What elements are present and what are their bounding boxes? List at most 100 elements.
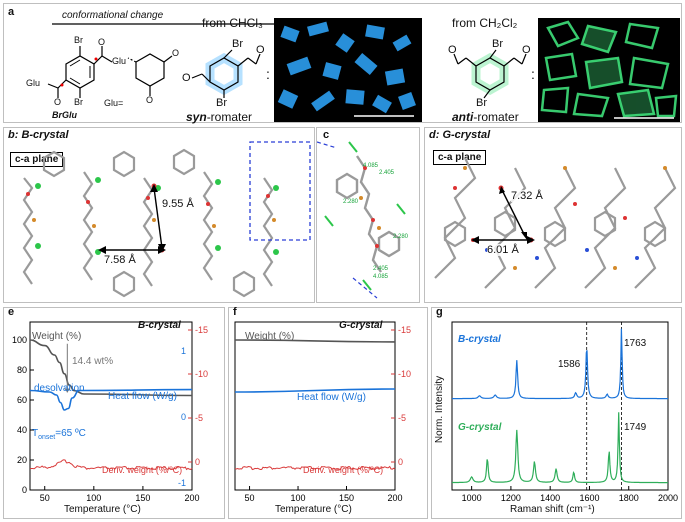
y-right-blue-tick-label: -1 — [178, 478, 186, 488]
y-left-tick-label: 60 — [17, 395, 27, 405]
plot-frame — [234, 321, 396, 491]
y-right-tick-label: 0 — [398, 457, 403, 467]
b-crystal-packing — [22, 141, 311, 298]
panel-g-ylabel: Norm. Intensity — [434, 375, 446, 444]
syn-suffix: -romater — [206, 110, 253, 124]
x-tick-label: 1200 — [501, 493, 521, 503]
panel-g-g-name: G-crystal — [458, 422, 502, 433]
panel-f-xlabel: Temperature (°C) — [275, 504, 352, 515]
syn-colon: : — [266, 66, 270, 82]
panel-g-peak-1586: 1586 — [558, 359, 581, 370]
anti-romater-label: anti-romater — [452, 110, 519, 124]
panel-f-deriv-label: Deriv. weight (%/ºC) — [303, 465, 384, 475]
weight-loss-arrowhead — [64, 388, 71, 393]
anti-o-left: O — [448, 44, 457, 56]
panel-g-peak-1749: 1749 — [624, 422, 647, 433]
x-tick-label: 1400 — [540, 493, 560, 503]
y-left-tick-label: 40 — [17, 425, 27, 435]
panel-f-heatflow-label: Heat flow (W/g) — [297, 392, 366, 403]
syn-crystal-photo — [274, 18, 422, 122]
x-tick-label: 50 — [40, 493, 50, 503]
panel-c: c 4.085 2.405 2.280 2.280 2.405 4.085 — [316, 127, 420, 303]
panel-f-weight-label: Weight (%) — [245, 331, 295, 342]
syn-molecule — [191, 49, 261, 98]
b-dist1-line — [153, 187, 163, 249]
x-tick-label: 200 — [387, 493, 402, 503]
series-g-crystal-line — [452, 412, 668, 484]
from-ch2cl2-label: from CH₂Cl₂ — [452, 16, 518, 30]
panel-a-label: a — [8, 6, 15, 18]
panel-e-deriv-label: Deriv. weight (%/ºC) — [102, 465, 183, 475]
x-tick-label: 150 — [135, 493, 150, 503]
panel-d-label: d: G-crystal — [429, 129, 491, 141]
x-tick-label: 150 — [339, 493, 354, 503]
y-right-tick-label: -15 — [398, 325, 411, 335]
panel-g-b-name: B-crystal — [458, 334, 501, 345]
panel-e-title: B-crystal — [138, 320, 181, 331]
glutarimide-ring — [135, 53, 165, 87]
y-left-tick-label: 0 — [22, 485, 27, 495]
panel-d-plane: c-a plane — [438, 152, 482, 163]
panel-g-label: g — [436, 306, 443, 318]
panel-e-onset-t: T — [32, 428, 39, 439]
anti-crystal-photo — [538, 18, 680, 122]
panel-e-onset-sub: onset — [38, 434, 56, 441]
x-tick-label: 1800 — [619, 493, 639, 503]
atom-br-top: Br — [74, 35, 83, 45]
panel-f-chart: 50 100 150 200 -15 -10 -5 0 — [234, 321, 411, 503]
series-weight-line — [234, 339, 396, 343]
series-b-crystal-line — [452, 328, 668, 400]
panel-f-title: G-crystal — [339, 320, 383, 331]
panel-c-num-5: 2.405 — [373, 266, 389, 272]
conformation-arrow-label: conformational change — [62, 10, 164, 21]
glu-definition: Glu= — [104, 98, 124, 108]
panel-e-xlabel: Temperature (°C) — [64, 504, 141, 515]
imide-o-bottom: O — [146, 95, 154, 105]
panel-g-xlabel: Raman shift (cm⁻¹) — [510, 504, 595, 515]
x-tick-label: 1600 — [579, 493, 599, 503]
x-tick-label: 100 — [291, 493, 306, 503]
panel-f: f 50 100 150 200 -15 -10 -5 0 G-crystal Weight … — [228, 306, 428, 519]
panel-c-num-2: 2.405 — [379, 170, 395, 176]
y-right-tick-label: -15 — [195, 325, 208, 335]
y-right-tick-label: -10 — [398, 369, 411, 379]
y-right-tick-label: -10 — [195, 369, 208, 379]
y-right-blue-tick-label: 0 — [181, 412, 186, 422]
syn-prefix: syn — [186, 110, 207, 124]
panel-a: a — [3, 3, 682, 124]
series-heatflow-line — [234, 388, 396, 393]
series-deriv-line — [29, 459, 193, 471]
panel-e-loss-label: 14.4 wt% — [72, 356, 114, 367]
plot-frame — [29, 321, 193, 491]
anti-prefix: anti — [452, 110, 474, 124]
panel-a-svg — [47, 20, 527, 99]
syn-crystals-svg — [277, 21, 416, 117]
panel-c-num-3: 2.280 — [343, 199, 359, 205]
x-tick-label: 1000 — [462, 493, 482, 503]
panel-e-onset: Tonset=65 ºC — [32, 428, 86, 441]
y-right-blue-tick-label: 1 — [181, 346, 186, 356]
y-right-tick-label: -5 — [398, 413, 406, 423]
plot-frame — [451, 321, 669, 491]
panel-b-plane: c-a plane — [15, 154, 59, 165]
panel-b-dist2: 7.58 Å — [104, 254, 136, 266]
panel-d: d: G-crystal c-a plane — [424, 127, 682, 303]
anti-crystals-svg — [540, 20, 678, 119]
panel-b: b: B-crystal c-a plane — [3, 127, 315, 303]
panel-c-num-1: 4.085 — [363, 163, 379, 169]
y-left-tick-label: 20 — [17, 455, 27, 465]
anti-suffix: -romater — [473, 110, 519, 124]
panel-f-label: f — [233, 306, 237, 318]
d-dist1-line — [500, 187, 526, 237]
panel-e-onset-val: =65 ºC — [55, 428, 86, 439]
syn-br-top: Br — [232, 38, 243, 50]
imide-o-top: O — [172, 48, 180, 58]
from-chcl3-label: from CHCl₃ — [202, 16, 263, 30]
y-left-tick-label: 80 — [17, 365, 27, 375]
panel-b-plane-box: c-a plane — [10, 152, 64, 167]
panel-e-label: e — [8, 306, 15, 318]
panel-b-dist1: 9.55 Å — [162, 198, 194, 210]
series-deriv-line — [234, 465, 396, 471]
panel-g: g 1000 1200 1400 1600 1800 2000 B-crystal G-c… — [431, 306, 682, 519]
anti-br-bottom: Br — [476, 97, 487, 109]
